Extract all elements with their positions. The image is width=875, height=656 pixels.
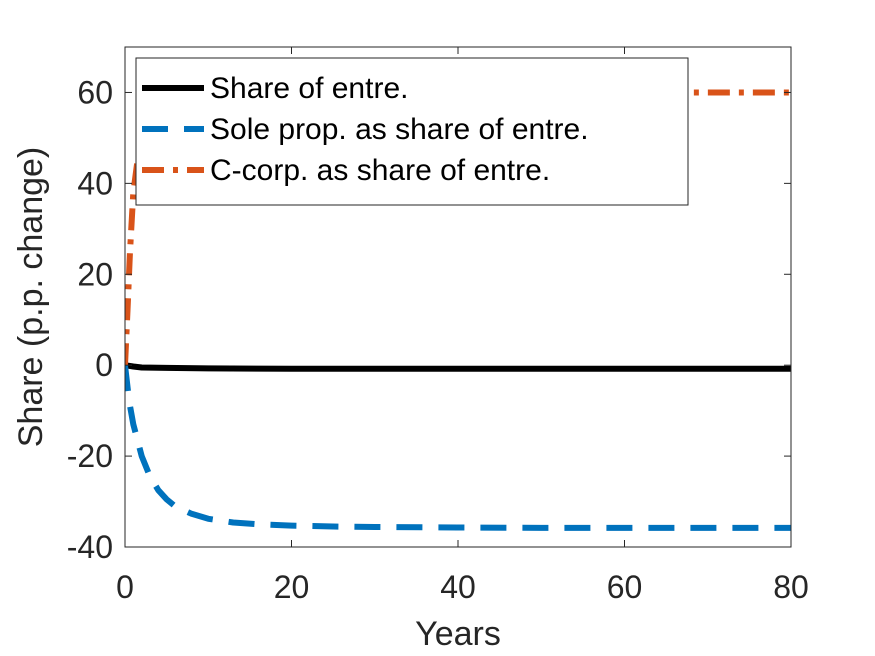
x-tick-label: 40 — [440, 569, 476, 605]
legend-box — [135, 57, 689, 206]
series-line-2 — [125, 364, 791, 531]
y-tick-label: 60 — [77, 74, 113, 110]
legend-label-3: C-corp. as share of entre. — [210, 154, 550, 187]
y-tick-label: -20 — [67, 438, 113, 474]
y-tick-label: 0 — [95, 347, 113, 383]
y-tick-label: 20 — [77, 256, 113, 292]
x-tick-label: 60 — [607, 569, 643, 605]
x-tick-label: 20 — [274, 569, 310, 605]
y-tick-label: -40 — [67, 529, 113, 565]
x-axis-label: Years — [415, 615, 501, 653]
legend-label-1: Share of entre. — [210, 72, 408, 105]
y-axis-label: Share (p.p. change) — [12, 147, 50, 448]
legend-label-2: Sole prop. as share of entre. — [210, 113, 589, 146]
series-line-1 — [125, 362, 791, 372]
legend: Share of entre. Sole prop. as share of en… — [135, 57, 689, 206]
x-tick-label: 0 — [116, 569, 134, 605]
y-tick-label: 40 — [77, 165, 113, 201]
x-tick-label: 80 — [773, 569, 809, 605]
